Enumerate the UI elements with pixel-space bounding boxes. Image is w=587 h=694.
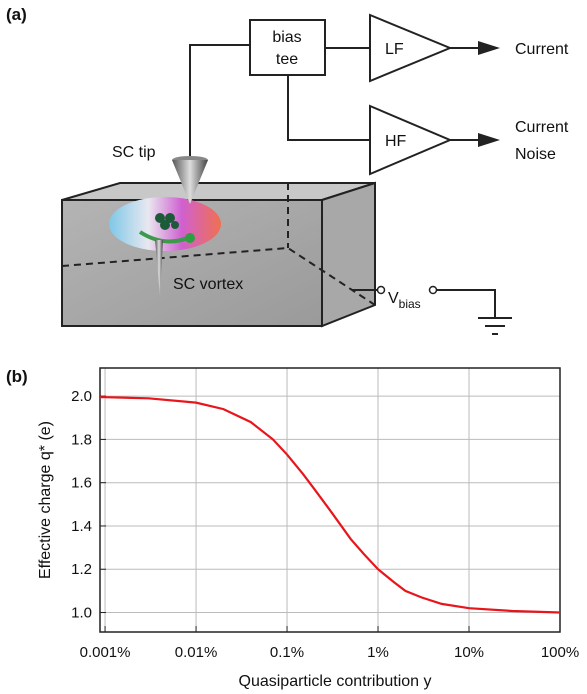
y-tick-label: 1.4 xyxy=(71,518,92,535)
series-line xyxy=(100,396,561,614)
bias-wire xyxy=(352,289,512,335)
bias-tee-label: bias xyxy=(272,29,301,46)
hf-label: HF xyxy=(385,133,407,150)
vbias-main: V xyxy=(388,290,399,307)
vbias-sub: bias xyxy=(399,297,421,311)
output-label: Current xyxy=(515,119,569,136)
tip-label: SC tip xyxy=(112,144,156,161)
x-tick-label: 100% xyxy=(541,644,579,661)
terminal xyxy=(376,285,386,295)
plot-frame xyxy=(99,367,561,633)
bias-tee-label: tee xyxy=(276,51,298,68)
arrow xyxy=(478,41,500,55)
wires xyxy=(189,44,480,156)
arrow xyxy=(478,133,500,147)
panel-label: (b) xyxy=(6,367,28,386)
y-tick-label: 1.6 xyxy=(71,475,92,492)
vortex-cone xyxy=(155,240,163,296)
vbias-label: Vbias xyxy=(388,290,421,311)
vortex-label: SC vortex xyxy=(173,276,243,293)
lf-amp xyxy=(369,13,453,83)
cooper-pairs xyxy=(155,213,179,230)
x-axis-label: Quasiparticle contribution y xyxy=(239,673,432,690)
output-label: Noise xyxy=(515,146,556,163)
terminal xyxy=(428,285,438,295)
x-tick-label: 0.1% xyxy=(270,644,304,661)
quasiparticle xyxy=(185,233,195,243)
output-label: Current xyxy=(515,41,569,58)
y-tick-label: 1.0 xyxy=(71,605,92,622)
y-tick-label: 1.8 xyxy=(71,431,92,448)
bias-tee xyxy=(249,19,326,76)
y-tick-label: 2.0 xyxy=(71,388,92,405)
hidden-edges xyxy=(61,183,376,306)
block-side xyxy=(321,181,376,328)
x-tick-label: 0.001% xyxy=(80,644,131,661)
y-tick-label: 1.2 xyxy=(71,561,92,578)
x-tick-label: 1% xyxy=(367,644,389,661)
panel-label: (a) xyxy=(6,5,27,24)
panel-b: (b) Quasiparticle contribution y Effecti… xyxy=(6,367,579,690)
x-tick-label: 10% xyxy=(454,644,484,661)
tip-cone xyxy=(172,160,208,204)
hf-amp xyxy=(369,104,453,176)
x-tick-label: 0.01% xyxy=(175,644,218,661)
panel-a: (a) SC tip SC vortex bias tee LF HF Curr… xyxy=(6,5,569,335)
y-axis-label: Effective charge q* (e) xyxy=(37,421,54,579)
lf-label: LF xyxy=(385,41,404,58)
